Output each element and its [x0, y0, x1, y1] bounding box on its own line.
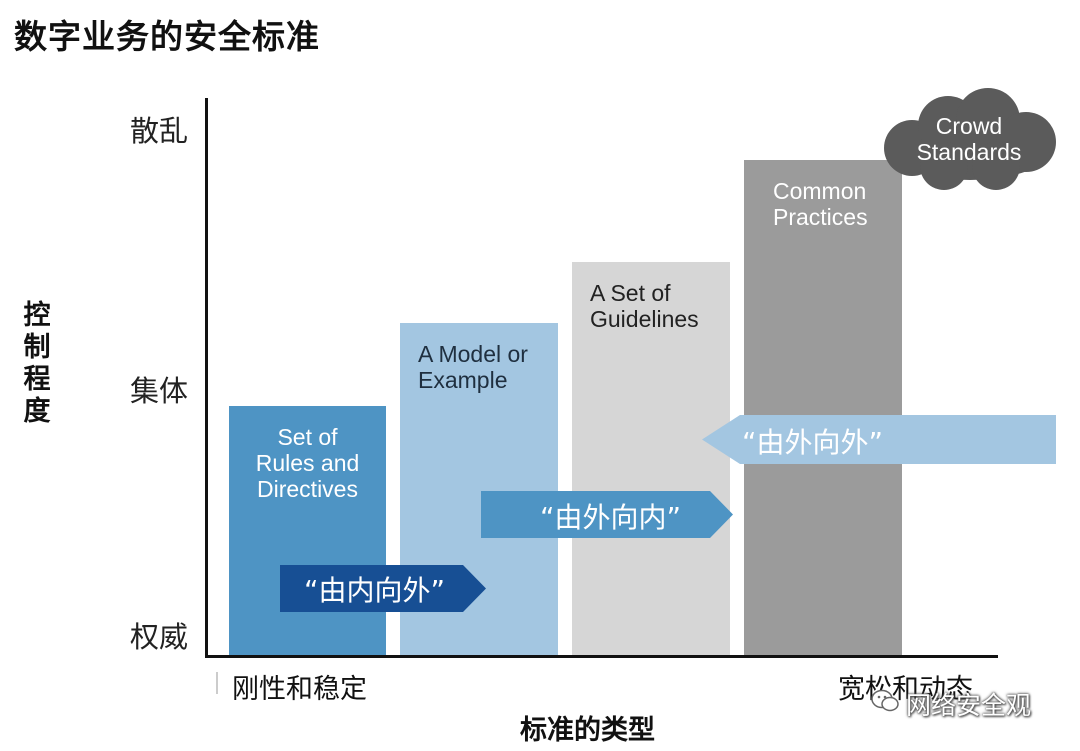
y-axis-title-char: 度	[23, 396, 51, 427]
bar-rules-directives: Set of Rules and Directives	[229, 406, 386, 655]
watermark-text: 网络安全观	[906, 691, 1032, 720]
y-level-top: 散乱	[130, 114, 189, 148]
arrow-outside-out	[702, 415, 1056, 464]
y-axis-title: 控制程度	[20, 300, 54, 428]
chat-bubble-icon	[871, 689, 899, 712]
cloud-label: Crowd Standards	[916, 113, 1022, 165]
arrow-left-shape	[702, 415, 1056, 464]
y-level-middle: 集体	[130, 374, 189, 408]
arrow-label-outside-out: “由外向外”	[742, 426, 884, 459]
arrow-label-outside-in: “由外向内”	[540, 501, 682, 534]
y-axis-title-char: 控	[23, 300, 51, 331]
arrow-label-inside-out: “由内向外”	[304, 574, 446, 607]
bar-guidelines: A Set of Guidelines	[572, 262, 730, 655]
bar-label: Common Practices	[773, 178, 868, 230]
arrow-right-shape	[481, 491, 733, 538]
arrow-right-shape	[280, 565, 486, 612]
y-axis-line	[205, 98, 208, 658]
arrow-outside-in	[481, 491, 733, 538]
x-axis-line	[205, 655, 998, 658]
cloud-shape	[884, 88, 1056, 190]
x-axis-tick	[216, 672, 218, 694]
x-axis-right-label: 宽松和动态	[838, 674, 973, 705]
arrow-inside-out	[280, 565, 486, 612]
cloud-icon	[884, 88, 1056, 190]
bar-label: A Model or Example	[418, 341, 528, 393]
x-axis-title: 标准的类型	[520, 715, 655, 746]
bar-label: Set of Rules and Directives	[255, 424, 360, 502]
y-level-bottom: 权威	[130, 620, 189, 654]
x-axis-left-label: 刚性和稳定	[232, 674, 367, 705]
y-axis-title-char: 制	[23, 332, 51, 363]
page-title: 数字业务的安全标准	[14, 17, 320, 56]
y-axis-title-char: 程	[23, 364, 51, 395]
bar-label: A Set of Guidelines	[590, 280, 699, 332]
bar-common-practices: Common Practices	[744, 160, 902, 655]
